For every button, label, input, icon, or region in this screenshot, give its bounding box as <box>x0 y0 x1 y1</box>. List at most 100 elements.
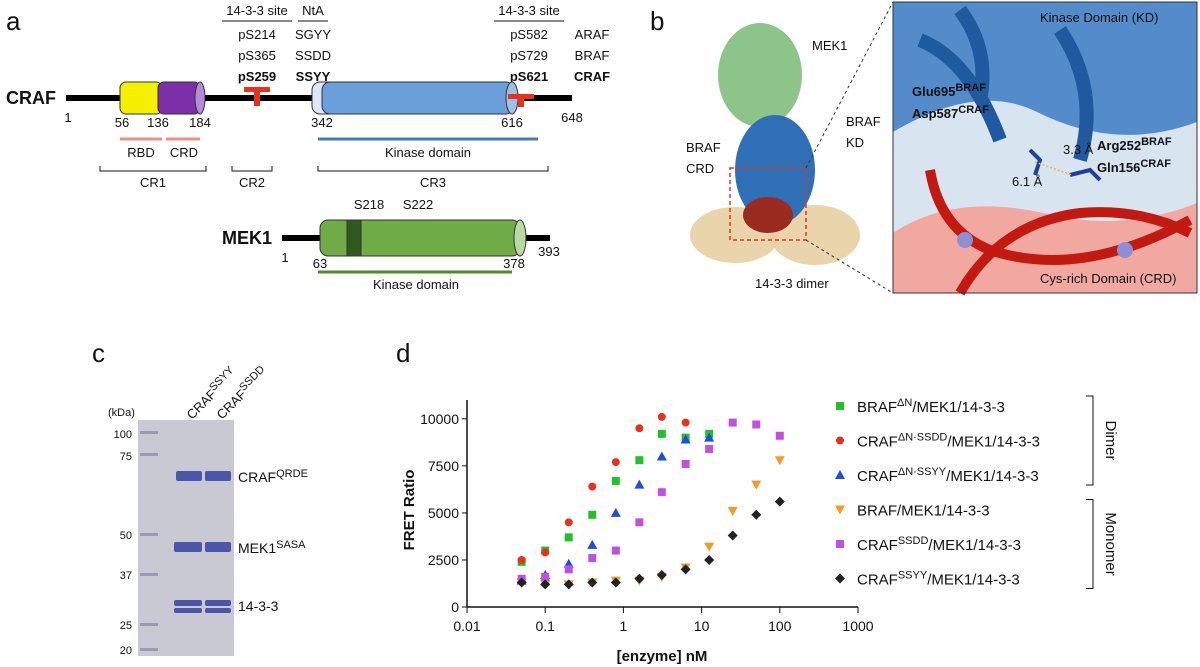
point <box>634 573 645 584</box>
legend-text-part: /MEK1/14-3-3 <box>912 399 1005 416</box>
panel-label: a <box>6 6 21 36</box>
legend-text-part: ΔN·SSDD <box>898 432 948 444</box>
zoom-view <box>892 1 1198 296</box>
h-bond <box>1034 161 1073 176</box>
distance: 3.3 Å <box>1063 142 1094 157</box>
zoom-label: Kinase Domain (KD) <box>1040 10 1159 25</box>
legend-text-part: /MEK1/14-3-3 <box>928 537 1021 554</box>
region-bracket <box>99 166 549 172</box>
structure-label: CRD <box>686 161 714 176</box>
marker-label: 20 <box>120 645 132 657</box>
legend-text-part: SSYY <box>898 570 928 582</box>
residue-base: Asp587 <box>912 106 958 121</box>
residue-number: 378 <box>503 256 525 271</box>
panel-label: b <box>650 6 664 36</box>
y-axis-label: FRET Ratio <box>401 470 418 551</box>
y-tick-label: 2500 <box>428 552 459 568</box>
structure-label: KD <box>846 135 864 150</box>
legend-text-part: /MEK1/14-3-3 <box>946 468 1039 485</box>
site: pS729 <box>510 48 548 63</box>
legend-label: CRAFΔN·SSDD/MEK1/14-3-3 <box>857 432 1040 451</box>
legend-label: CRAFSSYY/MEK1/14-3-3 <box>857 570 1020 589</box>
legend-marker <box>836 540 844 548</box>
point <box>611 458 620 467</box>
point <box>751 480 762 490</box>
residue-number: 616 <box>501 115 523 130</box>
residue-number: 393 <box>538 244 560 259</box>
zoom-box <box>729 167 807 241</box>
activation-loop <box>346 219 362 257</box>
point <box>540 579 551 590</box>
site: pS259 <box>238 69 276 84</box>
ladder-band <box>140 573 158 576</box>
site: SSYY <box>296 69 331 84</box>
residue: Asp587CRAF <box>912 104 989 121</box>
14-3-3 <box>770 205 860 265</box>
band-base: CRAF <box>238 469 276 485</box>
structure-label: BRAF <box>686 140 721 155</box>
band <box>174 608 202 613</box>
x-tick-label: 0.01 <box>453 618 480 634</box>
point <box>588 510 597 519</box>
side-chain <box>1028 148 1102 182</box>
legend-text-part: CRAF <box>857 537 898 554</box>
point <box>704 432 715 442</box>
point <box>517 555 526 564</box>
point <box>635 456 644 465</box>
lane-sup: SSDD <box>237 363 267 393</box>
zoom-line <box>805 1 894 169</box>
point <box>705 444 714 453</box>
point <box>656 451 667 461</box>
legend-label: CRAFΔN·SSYY/MEK1/14-3-3 <box>857 466 1039 485</box>
residue-base: Gln156 <box>1097 160 1140 175</box>
site: pS621 <box>510 69 548 84</box>
panel-a: a 14-3-3 site pS214 pS365 pS259 NtA SGYY… <box>6 3 610 292</box>
site: SGYY <box>295 27 331 42</box>
band-label: 14-3-3 <box>238 598 279 614</box>
mek1 <box>718 23 802 127</box>
band-sup: SASA <box>276 539 306 551</box>
point <box>751 509 762 520</box>
zoom-label: Cys-rich Domain (CRD) <box>1040 271 1177 286</box>
legend-text-part: CRAF <box>857 468 898 485</box>
point <box>681 418 690 427</box>
residue-number: 1 <box>281 250 288 265</box>
ladder-band <box>140 533 158 536</box>
band <box>174 600 202 606</box>
band-base: 14-3-3 <box>238 598 279 614</box>
x-tick-label: 100 <box>768 618 792 634</box>
domain-label: Kinase domain <box>373 277 459 292</box>
point <box>775 431 784 440</box>
ladder-band <box>140 648 158 651</box>
structure-overview <box>690 1 894 294</box>
legend-label: BRAF/MEK1/14-3-3 <box>857 503 990 520</box>
band <box>205 542 231 552</box>
panel-d: d FRET Ratio [enzyme] nM 025005000750010… <box>396 338 1119 665</box>
kinase-domain <box>321 81 515 115</box>
crd-strand <box>925 169 1193 296</box>
residue-number: 56 <box>115 115 129 130</box>
residue-number: 136 <box>147 115 169 130</box>
group-label: Dimer <box>1102 421 1119 461</box>
zinc <box>1117 242 1133 258</box>
point <box>657 412 666 421</box>
site-label: S222 <box>403 197 433 212</box>
residue-sup: CRAF <box>1140 158 1171 170</box>
point <box>774 496 785 507</box>
legend-text-part: /MEK1/14-3-3 <box>927 572 1020 589</box>
x-tick-label: 0.1 <box>535 618 555 634</box>
residue-base: Glu695 <box>912 84 955 99</box>
point <box>564 533 573 542</box>
marker-label: 50 <box>120 530 132 542</box>
legend-text-part: CRAF <box>857 572 898 589</box>
point <box>611 476 620 485</box>
zoom-line <box>805 239 894 294</box>
marker-label: 25 <box>120 620 132 632</box>
residue: Gln156CRAF <box>1097 158 1171 175</box>
point <box>635 518 644 527</box>
point <box>635 424 644 433</box>
panel-label: d <box>396 338 410 368</box>
domain-label: Kinase domain <box>385 145 471 160</box>
point <box>704 554 715 565</box>
